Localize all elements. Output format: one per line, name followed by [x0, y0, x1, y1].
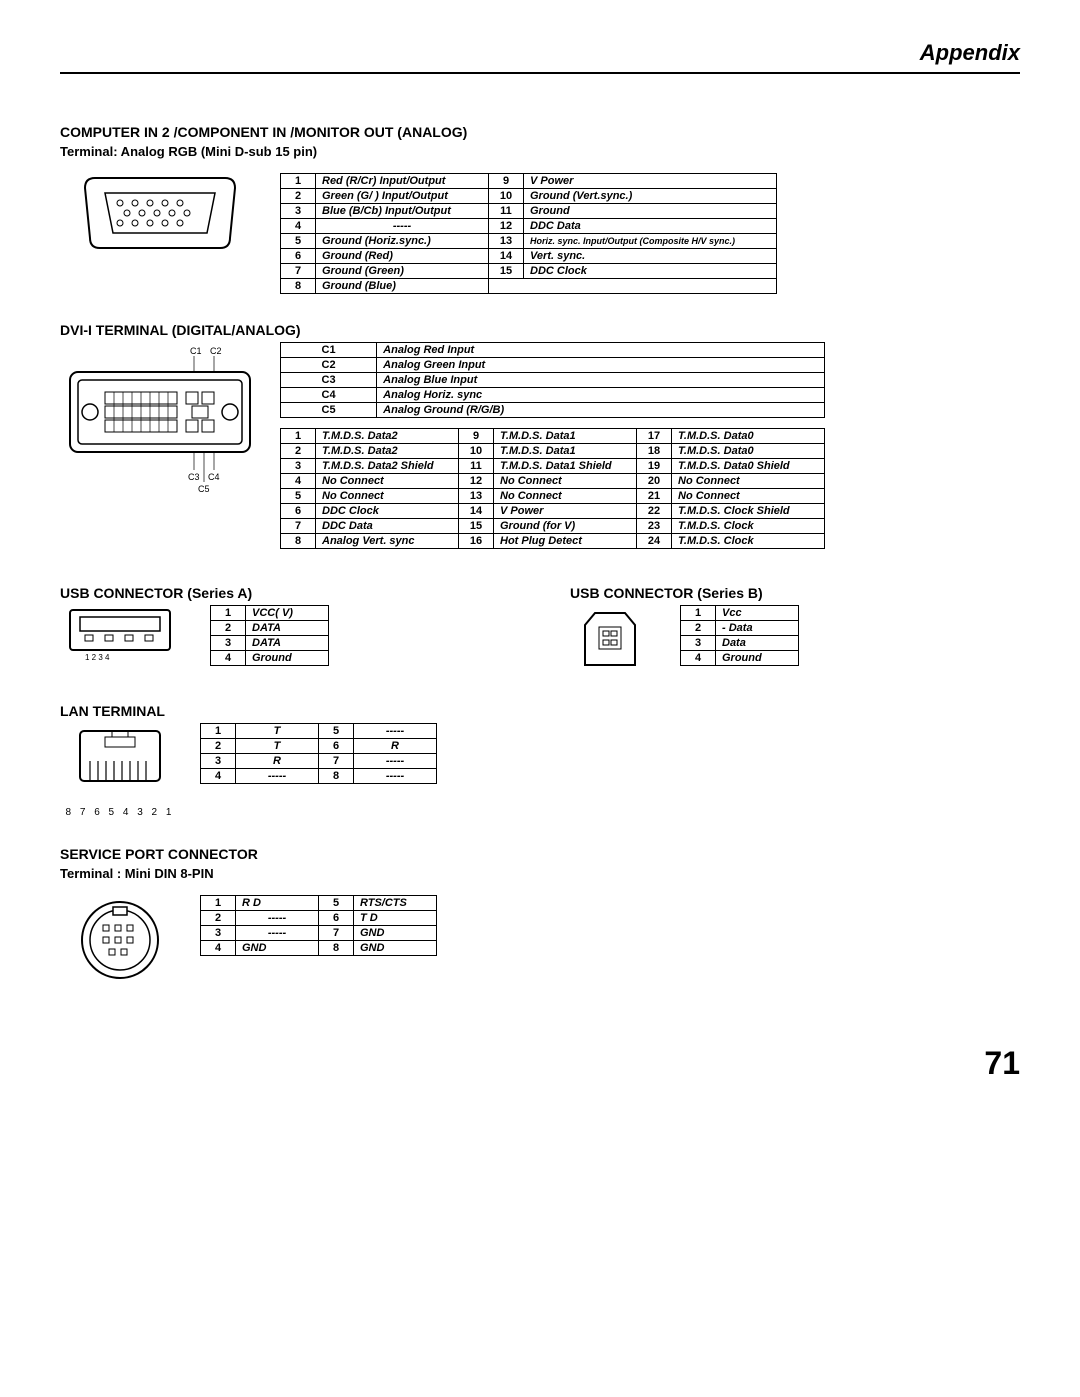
service-sub: Terminal : Mini DIN 8-PIN	[60, 866, 1020, 881]
page-number: 71	[60, 1045, 1020, 1082]
svg-text:C2: C2	[210, 346, 222, 356]
svg-text:C1: C1	[190, 346, 202, 356]
svg-text:1 2 3 4: 1 2 3 4	[85, 653, 110, 662]
dsub15-diagram	[60, 173, 260, 253]
service-title: SERVICE PORT CONNECTOR	[60, 846, 1020, 862]
svg-text:C3: C3	[188, 472, 200, 482]
section1-sub: Terminal: Analog RGB (Mini D-sub 15 pin)	[60, 144, 1020, 159]
usbb-table: 1Vcc 2- Data 3 Data 4Ground	[680, 605, 799, 666]
service-table: 1R D5RTS/CTS 2-----6T D 3-----7GND 4GND8…	[200, 895, 437, 956]
dvi-diagram: C1 C2	[60, 342, 260, 502]
usba-table: 1VCC( V) 2 DATA 3 DATA 4Ground	[210, 605, 329, 666]
usba-title: USB CONNECTOR (Series A)	[60, 585, 510, 601]
page-header: Appendix	[60, 40, 1020, 74]
svg-text:C4: C4	[208, 472, 220, 482]
usbb-diagram	[570, 605, 650, 675]
dvi-table: 1T.M.D.S. Data29T.M.D.S. Data117T.M.D.S.…	[280, 428, 825, 549]
dvi-ctable: C1Analog Red Input C2Analog Green Input …	[280, 342, 825, 418]
lan-title: LAN TERMINAL	[60, 703, 1020, 719]
dsub15-table: 1Red (R/Cr) Input/Output9 V Power 2Green…	[280, 173, 777, 294]
usba-diagram: 1 2 3 4	[60, 605, 180, 665]
section1-title: COMPUTER IN 2 /COMPONENT IN /MONITOR OUT…	[60, 124, 1020, 140]
usbb-title: USB CONNECTOR (Series B)	[570, 585, 1020, 601]
svg-text:C5: C5	[198, 484, 210, 494]
service-diagram	[60, 895, 180, 985]
lan-diagram: 8 7 6 5 4 3 2 1	[60, 723, 180, 818]
lan-table: 1T 5----- 2T 6R 3R 7----- 4-----8-----	[200, 723, 437, 784]
section2-title: DVI-I TERMINAL (DIGITAL/ANALOG)	[60, 322, 1020, 338]
